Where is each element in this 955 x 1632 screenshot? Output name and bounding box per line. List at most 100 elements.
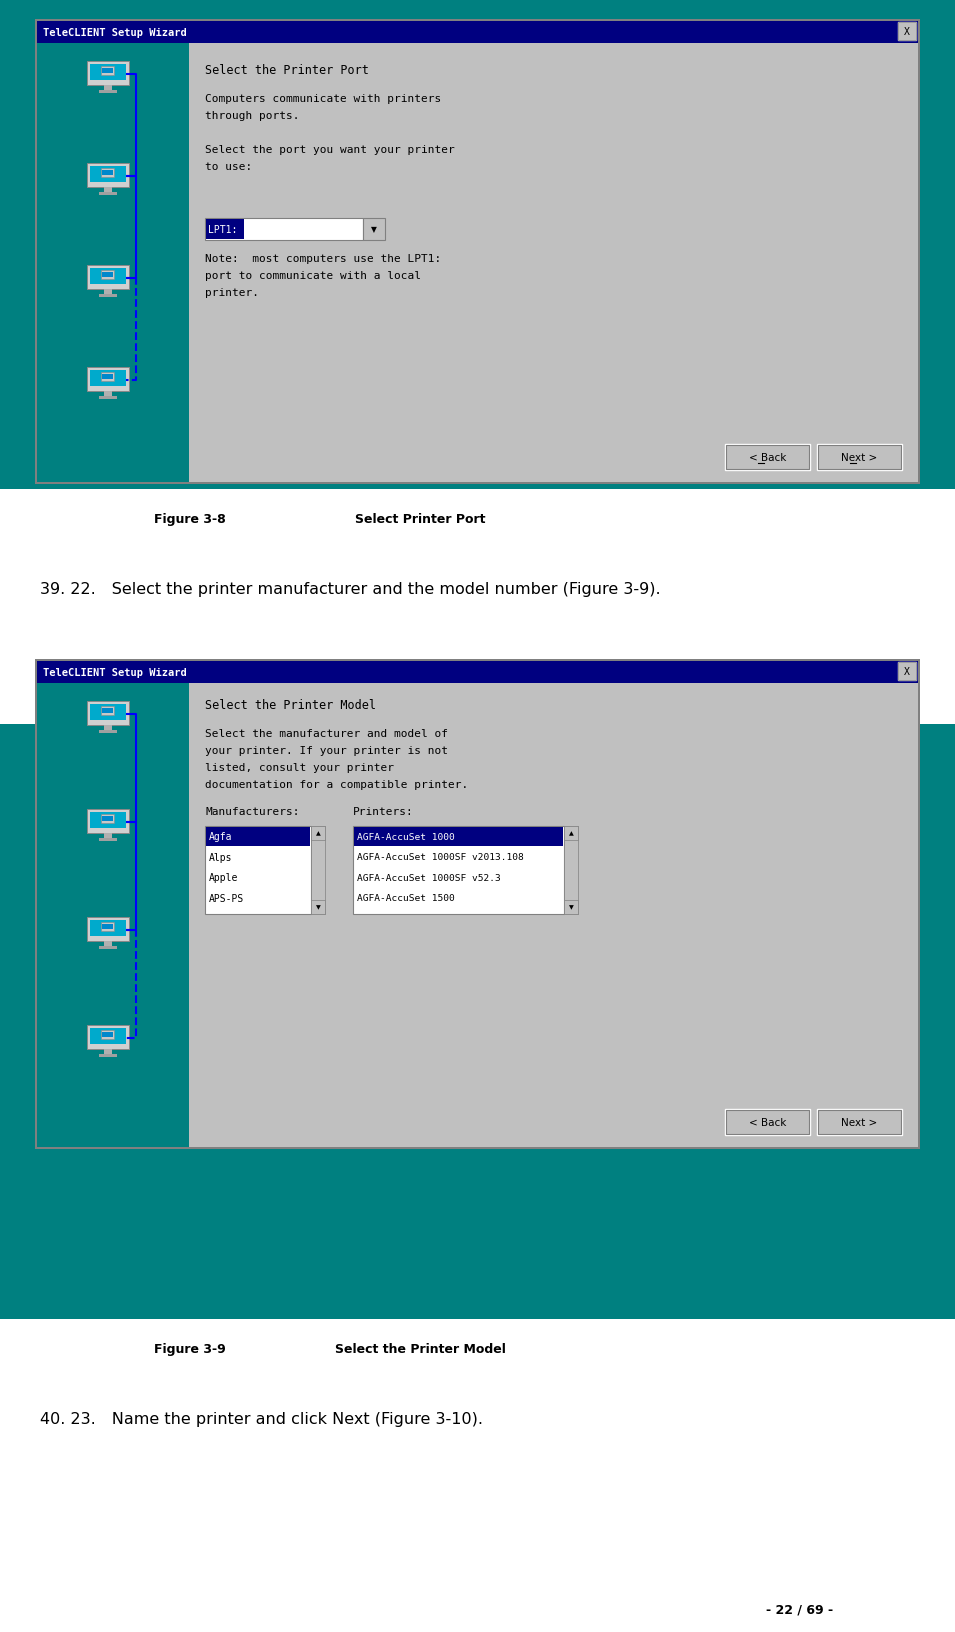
- Bar: [37, 21, 918, 483]
- Text: printer.: printer.: [205, 287, 259, 297]
- Text: listed, consult your printer: listed, consult your printer: [205, 762, 394, 772]
- Bar: [90, 1028, 126, 1044]
- Bar: [726, 446, 809, 470]
- Bar: [817, 1110, 902, 1136]
- Bar: [363, 219, 385, 242]
- Bar: [37, 44, 189, 483]
- Bar: [99, 397, 117, 400]
- Bar: [104, 942, 112, 947]
- Text: < Back: < Back: [749, 452, 786, 463]
- Bar: [87, 917, 129, 942]
- Bar: [90, 65, 126, 82]
- Bar: [102, 171, 113, 176]
- Text: your printer. If your printer is not: your printer. If your printer is not: [205, 746, 448, 756]
- Bar: [104, 726, 112, 731]
- Bar: [87, 62, 129, 86]
- Bar: [104, 1049, 112, 1054]
- Text: Apple: Apple: [209, 873, 239, 883]
- Bar: [102, 816, 113, 821]
- Bar: [353, 826, 564, 914]
- Text: Select the manufacturer and model of: Select the manufacturer and model of: [205, 728, 448, 739]
- Text: Alps: Alps: [209, 852, 232, 862]
- Bar: [818, 1110, 901, 1134]
- Text: Agfa: Agfa: [209, 832, 232, 842]
- Text: Next >: Next >: [841, 1118, 878, 1128]
- Bar: [311, 826, 325, 840]
- Bar: [87, 1025, 129, 1049]
- Bar: [99, 1054, 117, 1058]
- Bar: [101, 814, 114, 824]
- Text: Next >: Next >: [841, 452, 878, 463]
- Bar: [0, 1319, 955, 1632]
- Text: Select the Printer Model: Select the Printer Model: [205, 698, 376, 712]
- Text: < Back: < Back: [749, 1118, 786, 1128]
- Text: through ports.: through ports.: [205, 111, 300, 121]
- Text: ▲: ▲: [568, 831, 573, 836]
- Bar: [35, 20, 920, 485]
- Bar: [87, 369, 129, 392]
- Bar: [206, 827, 310, 847]
- Bar: [101, 67, 114, 77]
- Bar: [101, 170, 114, 178]
- Text: Note:  most computers use the LPT1:: Note: most computers use the LPT1:: [205, 255, 441, 264]
- Bar: [817, 446, 902, 470]
- Text: AGFA-AccuSet 1000SF v52.3: AGFA-AccuSet 1000SF v52.3: [357, 873, 500, 883]
- Bar: [818, 446, 901, 470]
- Text: AGFA-AccuSet 1000SF v2013.108: AGFA-AccuSet 1000SF v2013.108: [357, 852, 523, 862]
- Text: APS-PS: APS-PS: [209, 893, 244, 902]
- Bar: [104, 290, 112, 295]
- Bar: [35, 659, 920, 1149]
- Bar: [101, 374, 114, 382]
- Bar: [104, 188, 112, 193]
- Bar: [99, 91, 117, 95]
- Bar: [87, 809, 129, 834]
- Text: AGFA-AccuSet 1000: AGFA-AccuSet 1000: [357, 832, 455, 840]
- Bar: [90, 370, 126, 387]
- Bar: [99, 193, 117, 196]
- Bar: [311, 901, 325, 914]
- Bar: [87, 702, 129, 726]
- Text: port to communicate with a local: port to communicate with a local: [205, 271, 421, 281]
- Bar: [102, 708, 113, 713]
- Text: Select Printer Port: Select Printer Port: [354, 512, 485, 526]
- Text: Manufacturers:: Manufacturers:: [205, 806, 300, 816]
- Text: Figure 3-8: Figure 3-8: [154, 512, 226, 526]
- Text: Printers:: Printers:: [353, 806, 414, 816]
- Bar: [90, 920, 126, 937]
- Text: documentation for a compatible printer.: documentation for a compatible printer.: [205, 780, 468, 790]
- Bar: [898, 663, 916, 681]
- Bar: [725, 446, 810, 470]
- Bar: [205, 826, 311, 914]
- Bar: [101, 1030, 114, 1040]
- Text: Select the port you want your printer: Select the port you want your printer: [205, 145, 455, 155]
- Text: 39. 22. Select the printer manufacturer and the model number (Figure 3-9).: 39. 22. Select the printer manufacturer …: [40, 583, 661, 597]
- Bar: [102, 1031, 113, 1036]
- Bar: [564, 826, 578, 914]
- Bar: [898, 663, 916, 681]
- Bar: [37, 661, 918, 684]
- Bar: [87, 266, 129, 290]
- Text: Select the Printer Port: Select the Printer Port: [205, 64, 369, 77]
- Bar: [725, 1110, 810, 1136]
- Bar: [99, 731, 117, 733]
- Bar: [102, 69, 113, 73]
- Bar: [898, 23, 916, 41]
- Bar: [104, 392, 112, 397]
- Text: to use:: to use:: [205, 162, 252, 171]
- Text: TeleCLIENT Setup Wizard: TeleCLIENT Setup Wizard: [43, 667, 187, 677]
- Text: ▼: ▼: [315, 906, 320, 911]
- Text: Figure 3-9: Figure 3-9: [154, 1343, 226, 1356]
- Bar: [564, 901, 578, 914]
- Bar: [898, 23, 916, 41]
- Bar: [90, 269, 126, 286]
- Bar: [90, 705, 126, 721]
- Bar: [0, 490, 955, 725]
- Text: ▼: ▼: [568, 906, 573, 911]
- Bar: [87, 163, 129, 188]
- Bar: [104, 834, 112, 839]
- Bar: [90, 813, 126, 829]
- Bar: [102, 273, 113, 277]
- Bar: [102, 924, 113, 929]
- Text: 40. 23. Name the printer and click Next (Figure 3‑10).: 40. 23. Name the printer and click Next …: [40, 1412, 483, 1426]
- Bar: [99, 839, 117, 842]
